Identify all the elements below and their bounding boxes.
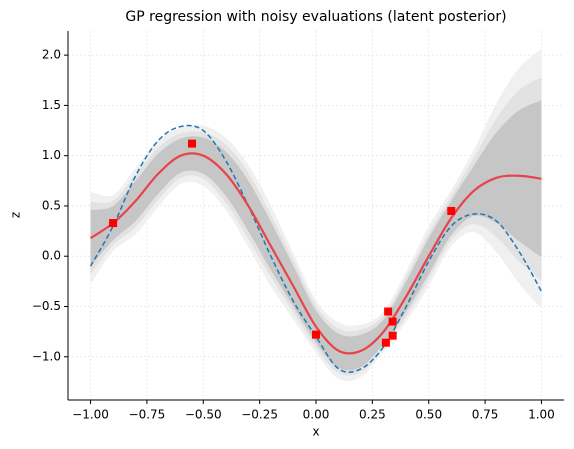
y-tick-label: 2.0 — [42, 48, 61, 62]
true-function — [89, 124, 543, 373]
x-tick-label: 0.50 — [415, 408, 442, 422]
x-tick-label: 1.00 — [528, 408, 555, 422]
observation — [388, 331, 397, 340]
y-axis-label: z — [9, 212, 23, 218]
x-tick-label: −0.50 — [185, 408, 222, 422]
y-tick-label: 0.5 — [42, 198, 61, 212]
y-tick-label: 0.0 — [42, 249, 61, 263]
observation — [188, 139, 196, 148]
observation — [381, 338, 390, 347]
x-tick-label: 0.25 — [359, 408, 386, 422]
observation — [388, 317, 397, 326]
x-tick-label: 0.75 — [472, 408, 499, 422]
observation — [312, 330, 320, 339]
x-tick-label: 0.00 — [303, 408, 330, 422]
uncertainty-band — [90, 49, 542, 382]
x-axis-label: x — [312, 425, 319, 439]
y-tick-label: −0.5 — [32, 299, 61, 313]
posterior-mean — [89, 152, 542, 355]
chart-title: GP regression with noisy evaluations (la… — [125, 9, 506, 25]
uncertainty-band — [90, 100, 542, 371]
observation — [384, 307, 393, 316]
y-tick-label: 1.0 — [42, 148, 61, 162]
observation — [109, 219, 118, 228]
observation — [447, 206, 456, 215]
x-tick-label: −0.75 — [129, 408, 166, 422]
y-tick-label: −1.0 — [32, 349, 61, 363]
x-tick-label: −1.00 — [72, 408, 109, 422]
x-tick-label: −0.25 — [241, 408, 278, 422]
y-tick-label: 1.5 — [42, 98, 61, 112]
